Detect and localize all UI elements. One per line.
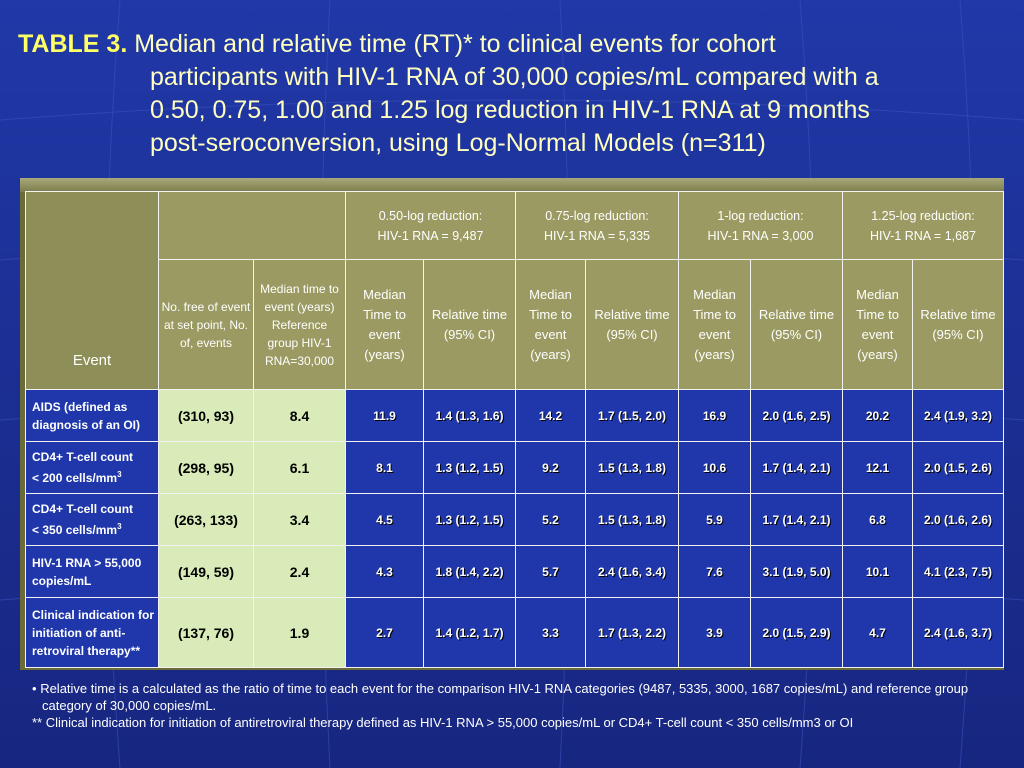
row-cell: 3.9 — [678, 597, 751, 668]
row-cell: 2.0 (1.6, 2.6) — [912, 493, 1004, 546]
row-cell: 7.6 — [678, 545, 751, 598]
row-ref-median: 2.4 — [253, 545, 346, 598]
col-header-relative-100: Relative time (95% CI) — [750, 259, 843, 390]
row-cell: 5.7 — [515, 545, 586, 598]
title-line-2: participants with HIV-1 RNA of 30,000 co… — [150, 63, 879, 91]
row-cell: 2.0 (1.5, 2.9) — [750, 597, 843, 668]
col-header-relative-125: Relative time (95% CI) — [912, 259, 1004, 390]
title-line-4: post-seroconversion, using Log-Normal Mo… — [150, 129, 766, 157]
table-row-cd4-350: CD4+ T-cell count < 350 cells/mm3 (263, 1… — [25, 493, 1004, 546]
row-nfree: (310, 93) — [158, 389, 254, 442]
col-header-median-100: Median Time to event (years) — [678, 259, 751, 390]
col-header-no-free: No. free of event at set point, No. of, … — [158, 259, 254, 390]
row-cell: 1.3 (1.2, 1.5) — [423, 493, 516, 546]
footnote-relative-time: • Relative time is a calculated as the r… — [32, 681, 969, 713]
table-row-cd4-200: CD4+ T-cell count < 200 cells/mm3 (298, 9… — [25, 441, 1004, 494]
row-cell: 5.2 — [515, 493, 586, 546]
row-ref-median: 1.9 — [253, 597, 346, 668]
row-cell: 1.3 (1.2, 1.5) — [423, 441, 516, 494]
row-cell: 3.1 (1.9, 5.0) — [750, 545, 843, 598]
title-line-1: Median and relative time (RT)* to clinic… — [134, 30, 776, 58]
col-header-median-075: Median Time to event (years) — [515, 259, 586, 390]
event-column-header: Event — [25, 191, 159, 390]
table-row-art-indication: Clinical indication for initiation of an… — [25, 597, 1004, 668]
table-row-hiv-rna: HIV-1 RNA > 55,000 copies/mL (149, 59) 2… — [25, 545, 1004, 598]
row-cell: 2.4 (1.9, 3.2) — [912, 389, 1004, 442]
row-cell: 1.7 (1.3, 2.2) — [585, 597, 679, 668]
row-nfree: (149, 59) — [158, 545, 254, 598]
row-cell: 1.8 (1.4, 2.2) — [423, 545, 516, 598]
col-header-median-050: Median Time to event (years) — [345, 259, 424, 390]
table-row-aids: AIDS (defined as diagnosis of an OI) (31… — [25, 389, 1004, 442]
row-nfree: (263, 133) — [158, 493, 254, 546]
row-cell: 4.3 — [345, 545, 424, 598]
col-header-median-ref: Median time to event (years) Reference g… — [253, 259, 346, 390]
row-cell: 10.1 — [842, 545, 913, 598]
row-cell: 1.4 (1.3, 1.6) — [423, 389, 516, 442]
row-cell: 1.4 (1.2, 1.7) — [423, 597, 516, 668]
row-cell: 12.1 — [842, 441, 913, 494]
row-cell: 4.5 — [345, 493, 424, 546]
row-cell: 11.9 — [345, 389, 424, 442]
results-table: Event 0.50-log reduction: HIV-1 RNA = 9,4… — [25, 191, 1004, 668]
group-header-075: 0.75-log reduction: HIV-1 RNA = 5,335 — [515, 191, 679, 260]
row-cell: 2.4 (1.6, 3.4) — [585, 545, 679, 598]
title-line-3: 0.50, 0.75, 1.00 and 1.25 log reduction … — [150, 96, 870, 124]
row-cell: 4.1 (2.3, 7.5) — [912, 545, 1004, 598]
row-ref-median: 6.1 — [253, 441, 346, 494]
table-bevel — [20, 178, 1004, 192]
row-cell: 1.7 (1.5, 2.0) — [585, 389, 679, 442]
row-cell: 8.1 — [345, 441, 424, 494]
row-cell: 6.8 — [842, 493, 913, 546]
row-cell: 3.3 — [515, 597, 586, 668]
group-header-125: 1.25-log reduction: HIV-1 RNA = 1,687 — [842, 191, 1004, 260]
row-cell: 5.9 — [678, 493, 751, 546]
row-event-label: AIDS (defined as diagnosis of an OI) — [25, 389, 159, 442]
row-cell: 10.6 — [678, 441, 751, 494]
row-cell: 1.5 (1.3, 1.8) — [585, 441, 679, 494]
group-header-050: 0.50-log reduction: HIV-1 RNA = 9,487 — [345, 191, 516, 260]
row-ref-median: 3.4 — [253, 493, 346, 546]
table-frame: Event 0.50-log reduction: HIV-1 RNA = 9,4… — [20, 178, 1004, 670]
header-blank — [158, 191, 346, 260]
row-cell: 20.2 — [842, 389, 913, 442]
row-event-label: HIV-1 RNA > 55,000 copies/mL — [25, 545, 159, 598]
row-nfree: (137, 76) — [158, 597, 254, 668]
row-cell: 2.4 (1.6, 3.7) — [912, 597, 1004, 668]
footnote-art-indication: ** Clinical indication for initiation of… — [32, 715, 854, 730]
footnotes: • Relative time is a calculated as the r… — [32, 680, 992, 731]
row-cell: 16.9 — [678, 389, 751, 442]
row-cell: 2.0 (1.5, 2.6) — [912, 441, 1004, 494]
row-cell: 2.0 (1.6, 2.5) — [750, 389, 843, 442]
row-cell: 4.7 — [842, 597, 913, 668]
col-header-median-125: Median Time to event (years) — [842, 259, 913, 390]
row-cell: 14.2 — [515, 389, 586, 442]
row-nfree: (298, 95) — [158, 441, 254, 494]
bullet-glyph: • — [32, 681, 37, 696]
table-label: TABLE 3. — [18, 30, 128, 58]
row-event-label: CD4+ T-cell count < 200 cells/mm3 — [25, 441, 159, 494]
slide-title: TABLE 3. Median and relative time (RT)* … — [18, 28, 1008, 160]
row-cell: 1.5 (1.3, 1.8) — [585, 493, 679, 546]
row-event-label: Clinical indication for initiation of an… — [25, 597, 159, 668]
row-cell: 1.7 (1.4, 2.1) — [750, 441, 843, 494]
col-header-relative-075: Relative time (95% CI) — [585, 259, 679, 390]
row-cell: 1.7 (1.4, 2.1) — [750, 493, 843, 546]
row-event-label: CD4+ T-cell count < 350 cells/mm3 — [25, 493, 159, 546]
group-header-100: 1-log reduction: HIV-1 RNA = 3,000 — [678, 191, 843, 260]
row-cell: 2.7 — [345, 597, 424, 668]
row-ref-median: 8.4 — [253, 389, 346, 442]
col-header-relative-050: Relative time (95% CI) — [423, 259, 516, 390]
row-cell: 9.2 — [515, 441, 586, 494]
